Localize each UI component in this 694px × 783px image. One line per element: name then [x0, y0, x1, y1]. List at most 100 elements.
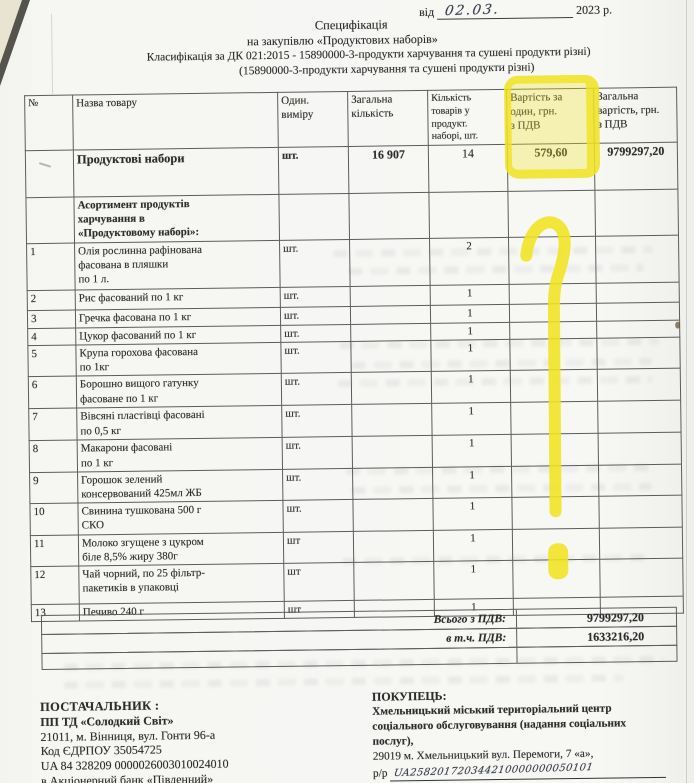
- cell-num: 10: [29, 502, 79, 536]
- cell-qty-per-set: 1: [430, 339, 511, 372]
- cell-qty-per-set: 1: [430, 284, 510, 306]
- empty-cell: [25, 197, 75, 244]
- cell-name: Чай чорний, по 25 фільтр- пакетиків в уп…: [78, 563, 285, 604]
- empty-cell: [352, 435, 433, 469]
- total-with-vat-value: 9799297,20: [515, 607, 677, 628]
- cell-num: 9: [29, 471, 78, 504]
- header-total-price: Загальна вартість, грн. з ПДВ: [593, 87, 678, 144]
- cell-num: 7: [28, 408, 78, 442]
- cell-num: 11: [30, 534, 79, 567]
- cell-name: Олія рослинна рафінована фасована в пляш…: [74, 240, 281, 291]
- cell-qty-per-set: 1: [432, 497, 513, 531]
- cell-qty-per-set: 1: [431, 402, 512, 436]
- vat-amount-value: 1633216,20: [516, 626, 677, 647]
- empty-cell: [598, 463, 682, 496]
- empty-cell: [25, 150, 74, 198]
- empty-cell: [349, 238, 431, 287]
- empty-cell: [351, 371, 432, 405]
- empty-cell: [348, 192, 430, 240]
- empty-cell: [352, 466, 433, 500]
- cell-name: Продуктові набори: [73, 147, 279, 198]
- empty-cell: [351, 403, 433, 437]
- cell-unit: шт.: [278, 146, 349, 195]
- cell-unit: шт.: [281, 404, 353, 438]
- highlighter-question-mark-annotation: [520, 216, 571, 580]
- cell-name: Рис фасований по 1 кг: [75, 287, 281, 311]
- scan-speck: [675, 321, 681, 329]
- cell-num: 3: [27, 310, 76, 329]
- empty-cell: [599, 558, 684, 598]
- cell-unit: шт: [283, 562, 355, 602]
- highlighter-box-annotation: [503, 74, 601, 179]
- cell-qty-per-set: 1: [433, 560, 514, 600]
- cell-num: 8: [29, 440, 78, 473]
- account-label: р/р: [372, 767, 388, 780]
- cell-name: Молоко згущене з цукром біле 8,5% жиру 3…: [78, 532, 284, 566]
- buyer-block: ПОКУПЕЦЬ: Хмельницький міський територіа…: [372, 685, 694, 783]
- cell-qty-per-set: 1: [430, 304, 510, 324]
- cell-unit: шт.: [280, 306, 351, 326]
- cell-unit: шт.: [282, 436, 353, 469]
- empty-cell: [596, 282, 680, 304]
- empty-cell: [278, 193, 350, 241]
- empty-cell: [353, 530, 434, 563]
- supplier-block: ПОСТАЧАЛЬНИК : ПП ТД «Солодкий Світ» 210…: [40, 696, 361, 783]
- header-unit: Один. виміру: [277, 91, 349, 148]
- header-qty-per-set: Кількість товарів у продукт. наборі, шт.: [427, 89, 508, 146]
- cell-unit: шт.: [281, 372, 352, 406]
- handwritten-account-number: UA258201720344210000000050101: [393, 762, 595, 780]
- document-titles: Специфікація на закупівлю «Продуктових н…: [0, 13, 690, 82]
- cell-unit: шт.: [282, 468, 353, 501]
- cell-qty-per-set: 1: [433, 529, 513, 562]
- cell-qty-per-set: 14: [428, 144, 508, 193]
- cell-unit: шт.: [279, 239, 351, 288]
- empty-cell: [598, 432, 682, 465]
- empty-cell: [350, 305, 431, 325]
- cell-unit: шт: [283, 531, 354, 564]
- empty-cell: [353, 561, 435, 601]
- cell-unit: шт.: [280, 286, 351, 308]
- empty-cell: [597, 368, 681, 402]
- cell-unit: шт.: [282, 499, 354, 533]
- cell-total-price: 9799297,20: [594, 142, 678, 191]
- empty-cell: [350, 285, 431, 307]
- empty-cell: [428, 191, 509, 239]
- totals-block: Всього з ПДВ: 9799297,20 в т.ч. ПДВ: 163…: [40, 606, 678, 671]
- table-row: 1 Олія рослинна рафінована фасована в пл…: [26, 235, 680, 291]
- empty-cell: [596, 320, 680, 339]
- cell-name: Крупа горохова фасована по 1кг: [75, 342, 282, 377]
- cell-num: 5: [27, 345, 77, 378]
- cell-qty-per-set: 1: [432, 434, 512, 467]
- empty-cell: [597, 400, 682, 434]
- cell-unit: шт.: [280, 324, 351, 343]
- cell-num: 1: [26, 243, 76, 291]
- cell-total-qty: 16 907: [348, 145, 429, 194]
- cell-qty-per-set: 1: [432, 465, 512, 499]
- empty-cell: [350, 340, 432, 373]
- cell-num: 2: [27, 290, 76, 311]
- empty-cell: [596, 337, 681, 370]
- empty-cell: [599, 526, 683, 560]
- buyer-name: Хмельницький міський територіальний цент…: [372, 702, 627, 748]
- empty-cell: [350, 323, 431, 342]
- cell-unit: шт.: [280, 341, 352, 374]
- cell-qty-per-set: 1: [431, 370, 511, 404]
- header-num: №: [24, 95, 74, 151]
- cell-name: Горошок зелений консервований 425мл ЖБ: [77, 468, 283, 503]
- cell-name: Свинина тушкована 500 г СКО: [77, 500, 284, 535]
- header-total-qty: Загальна кількість: [347, 90, 429, 147]
- cell-qty-per-set: 2: [429, 237, 510, 286]
- cell-num: 12: [30, 565, 80, 605]
- header-name: Назва товару: [72, 92, 279, 151]
- cell-name: Макарони фасовані по 1 кг: [77, 437, 283, 472]
- cell-name: Вівсяні пластівці фасовані по 0,5 кг: [76, 405, 283, 441]
- cell-num: 4: [27, 328, 76, 346]
- empty-cell: [594, 189, 679, 237]
- empty-cell: [352, 498, 434, 532]
- cell-num: 6: [28, 376, 77, 410]
- cell-qty-per-set: 1: [430, 322, 510, 341]
- empty-cell: [598, 494, 683, 528]
- section-label: Асортимент продуктів харчування в «Проду…: [73, 194, 280, 244]
- empty-cell: [595, 235, 680, 284]
